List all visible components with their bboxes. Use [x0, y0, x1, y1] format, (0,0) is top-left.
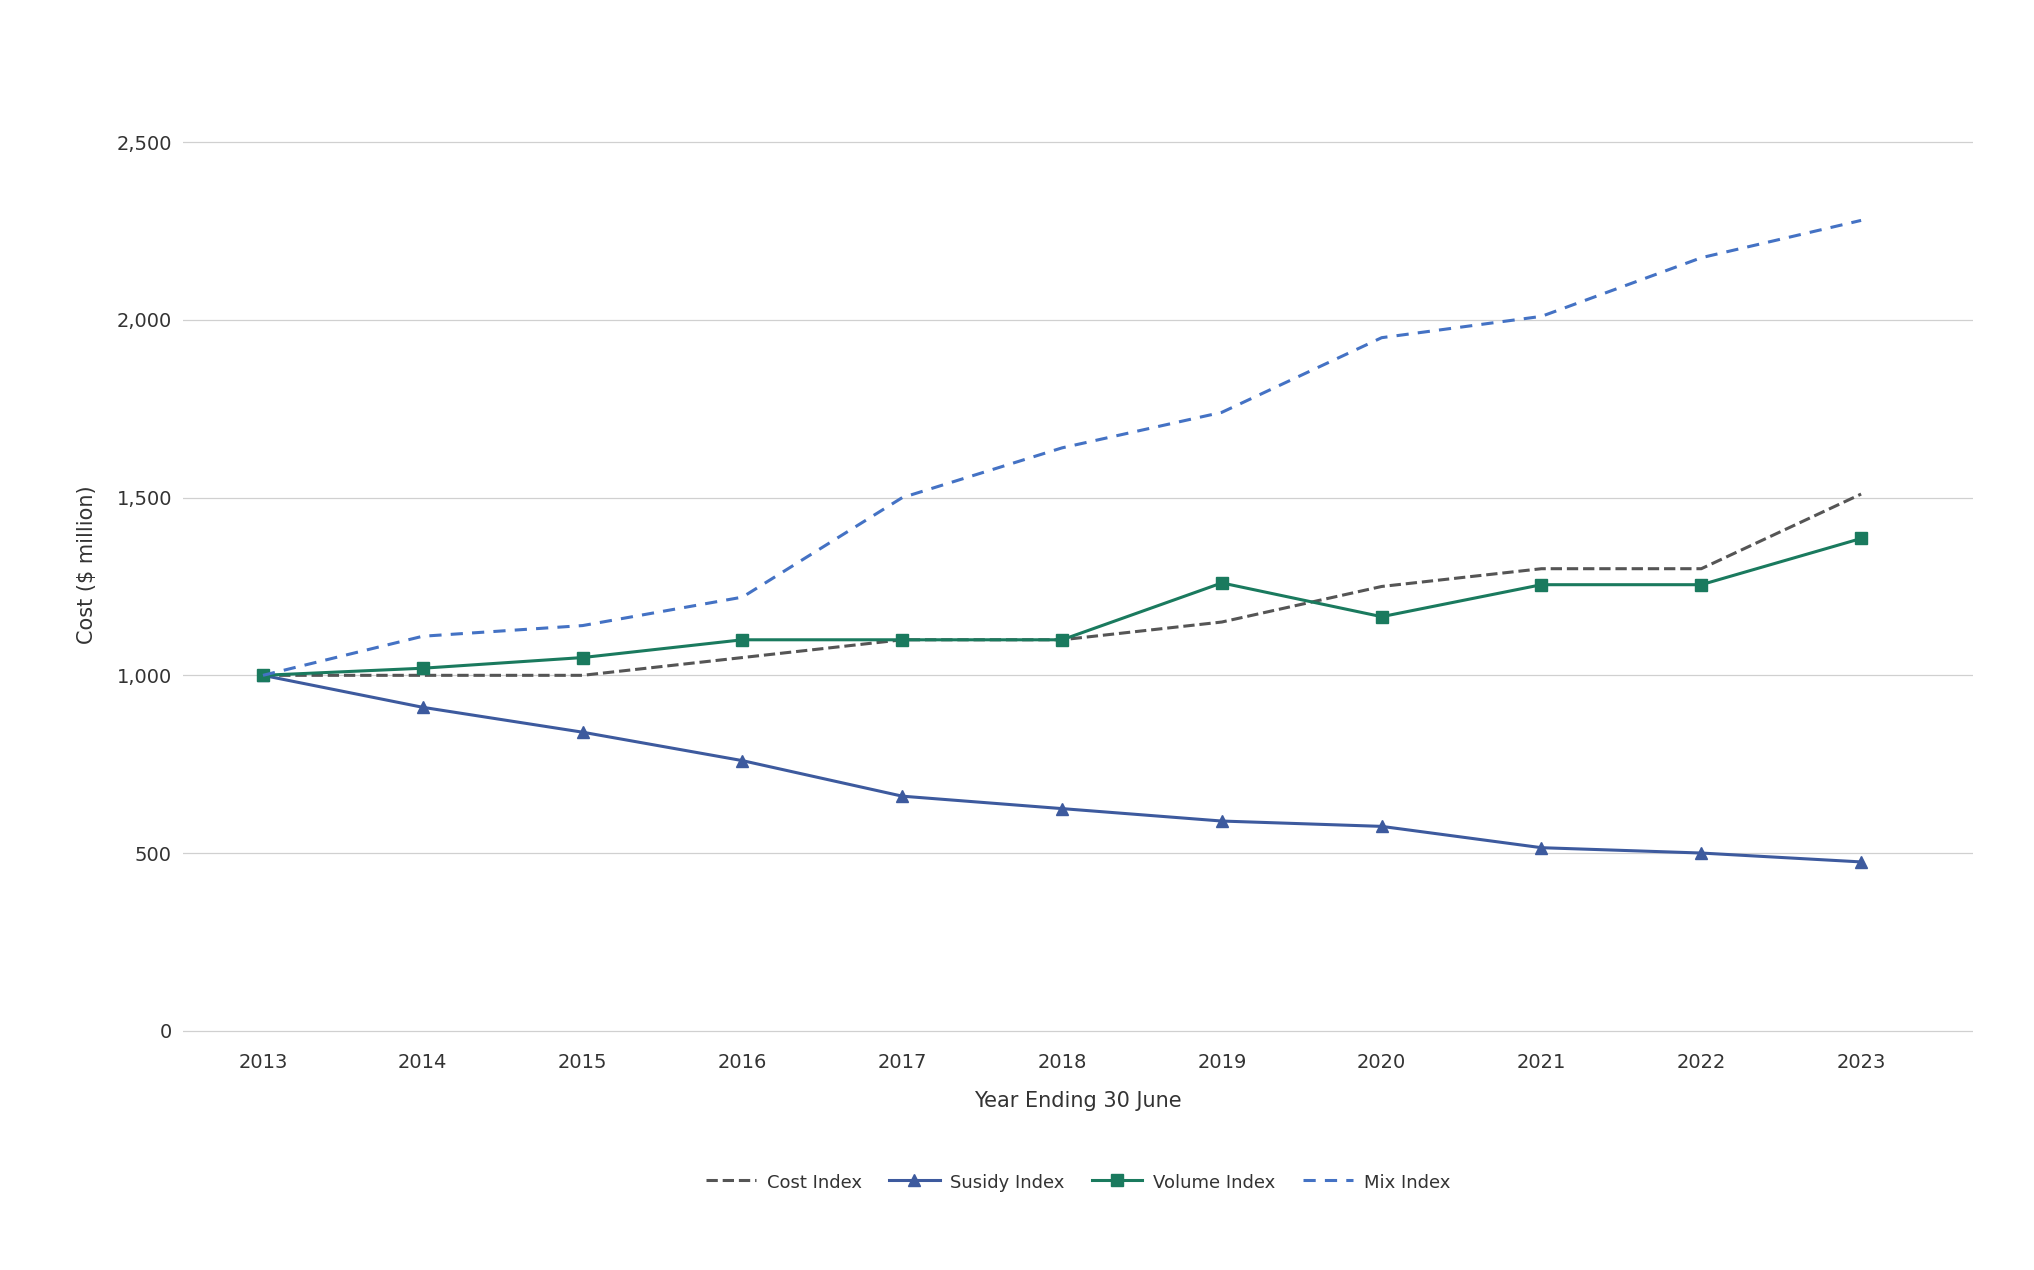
Legend: Cost Index, Susidy Index, Volume Index, Mix Index: Cost Index, Susidy Index, Volume Index, … [698, 1166, 1458, 1199]
X-axis label: Year Ending 30 June: Year Ending 30 June [974, 1091, 1182, 1111]
Y-axis label: Cost ($ million): Cost ($ million) [77, 486, 98, 644]
